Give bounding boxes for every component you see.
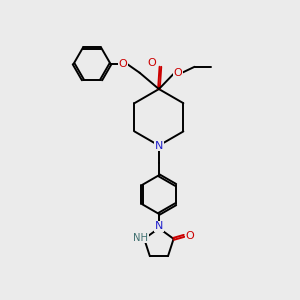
Text: O: O <box>174 68 183 78</box>
Text: O: O <box>186 231 194 241</box>
Text: O: O <box>148 58 157 68</box>
Text: O: O <box>119 59 128 69</box>
Text: N: N <box>155 221 163 231</box>
Text: N: N <box>155 140 163 151</box>
Text: NH: NH <box>133 233 148 243</box>
Text: N: N <box>155 221 163 231</box>
Text: N: N <box>155 140 163 151</box>
